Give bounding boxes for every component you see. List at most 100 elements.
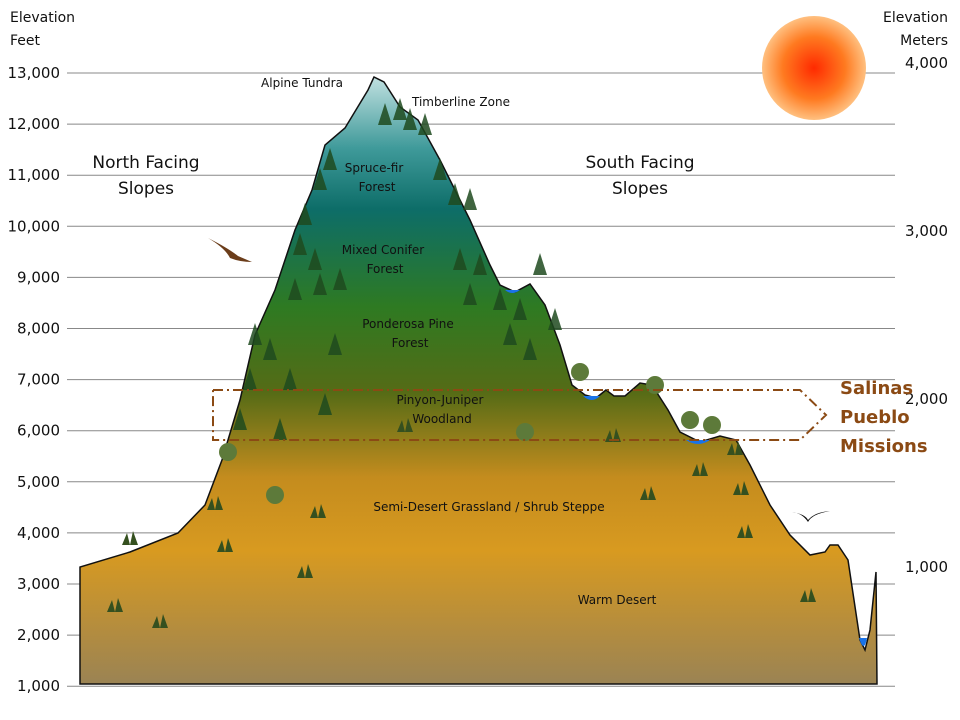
bird-icon — [792, 511, 830, 522]
salinas-label-2: Pueblo — [840, 407, 910, 428]
grass-icon — [640, 486, 656, 500]
grass-icon — [152, 614, 168, 628]
tree-icon — [243, 368, 257, 390]
tree-icon — [463, 188, 477, 210]
grass-icon — [605, 428, 621, 442]
shrub-icon — [703, 416, 721, 434]
tree-icon — [463, 283, 477, 305]
grass-icon — [122, 531, 138, 545]
left-axis-tick-label: 13,000 — [8, 64, 61, 82]
zone-mixed-conifer-1: Mixed Conifer — [342, 243, 425, 257]
south-slopes-label-2: Slopes — [612, 179, 668, 199]
grass-icon — [297, 564, 313, 578]
zone-alpine-tundra: Alpine Tundra — [261, 76, 343, 90]
left-axis-tick-label: 3,000 — [17, 575, 60, 593]
left-axis-tick-label: 11,000 — [8, 166, 61, 184]
salinas-label-1: Salinas — [840, 378, 913, 399]
tree-icon — [283, 368, 297, 390]
left-axis-tick-label: 1,000 — [17, 677, 60, 695]
left-axis-tick-label: 7,000 — [17, 371, 60, 389]
tree-icon — [263, 338, 277, 360]
right-axis-tick-label: 4,000 — [905, 54, 948, 72]
left-axis-title-1: Elevation — [10, 10, 75, 26]
right-axis-title-1: Elevation — [883, 10, 948, 26]
left-axis-tick-label: 9,000 — [17, 268, 60, 286]
tree-icon — [378, 103, 392, 125]
zone-pinyon-juniper-2: Woodland — [412, 412, 471, 426]
left-axis-ticks: 13,000 12,000 11,000 10,000 9,000 8,000 7,000 6… — [8, 64, 61, 695]
grass-icon — [107, 598, 123, 612]
left-axis-tick-label: 8,000 — [17, 320, 60, 338]
sun-icon — [762, 16, 866, 120]
south-slopes-label-1: South Facing — [585, 153, 694, 173]
tree-icon — [313, 168, 327, 190]
zone-warm-desert: Warm Desert — [578, 593, 657, 607]
zone-mixed-conifer-2: Forest — [367, 262, 404, 276]
grass-icon — [800, 588, 816, 602]
right-axis-tick-label: 1,000 — [905, 558, 948, 576]
right-axis-tick-label: 3,000 — [905, 222, 948, 240]
right-axis-ticks: 4,000 3,000 2,000 1,000 — [905, 54, 948, 576]
shrub-icon — [646, 376, 664, 394]
tree-icon — [308, 248, 322, 270]
north-slopes-label-2: Slopes — [118, 179, 174, 199]
zone-timberline: Timberline Zone — [411, 95, 510, 109]
zone-grassland: Semi-Desert Grassland / Shrub Steppe — [373, 500, 604, 514]
tree-icon — [523, 338, 537, 360]
salinas-label-3: Missions — [840, 436, 928, 457]
left-axis-tick-label: 6,000 — [17, 422, 60, 440]
tree-icon — [288, 278, 302, 300]
zone-ponderosa-1: Ponderosa Pine — [362, 317, 453, 331]
left-axis-tick-label: 12,000 — [8, 115, 61, 133]
shrub-icon — [516, 423, 534, 441]
tree-icon — [323, 148, 337, 170]
grass-icon — [727, 441, 743, 455]
grass-icon — [733, 481, 749, 495]
tree-icon — [233, 408, 247, 430]
grass-icon — [397, 418, 413, 432]
shrub-icon — [219, 443, 237, 461]
left-axis-tick-label: 2,000 — [17, 626, 60, 644]
tree-icon — [418, 113, 432, 135]
left-axis-tick-label: 5,000 — [17, 473, 60, 491]
tree-icon — [293, 233, 307, 255]
tree-icon — [473, 253, 487, 275]
tree-icon — [298, 203, 312, 225]
tree-icon — [313, 273, 327, 295]
tree-icon — [403, 108, 417, 130]
tree-icon — [453, 248, 467, 270]
tree-icon — [333, 268, 347, 290]
vegetation — [107, 98, 816, 628]
zone-spruce-fir-1: Spruce-fir — [345, 161, 404, 175]
grass-icon — [217, 538, 233, 552]
right-axis-tick-label: 2,000 — [905, 390, 948, 408]
left-axis-tick-label: 4,000 — [17, 524, 60, 542]
shrub-icon — [571, 363, 589, 381]
tree-icon — [318, 393, 332, 415]
north-slopes-label-1: North Facing — [92, 153, 199, 173]
tree-icon — [273, 418, 287, 440]
tree-icon — [513, 298, 527, 320]
tree-icon — [448, 183, 462, 205]
grass-icon — [310, 504, 326, 518]
tree-icon — [533, 253, 547, 275]
grass-icon — [692, 462, 708, 476]
grass-icon — [207, 496, 223, 510]
left-axis-tick-label: 10,000 — [8, 217, 61, 235]
left-axis-title-2: Feet — [10, 33, 41, 49]
zone-ponderosa-2: Forest — [392, 336, 429, 350]
salinas-elevation-band — [212, 389, 828, 441]
tree-icon — [493, 288, 507, 310]
tree-icon — [503, 323, 517, 345]
tree-icon — [393, 98, 407, 120]
tree-icon — [248, 323, 262, 345]
tree-icon — [328, 333, 342, 355]
zone-pinyon-juniper-1: Pinyon-Juniper — [397, 393, 484, 407]
shrub-icon — [266, 486, 284, 504]
right-axis-title-2: Meters — [900, 33, 948, 49]
grass-icon — [737, 524, 753, 538]
tree-icon — [548, 308, 562, 330]
mountain-profile — [79, 75, 878, 685]
eagle-icon — [208, 238, 252, 262]
